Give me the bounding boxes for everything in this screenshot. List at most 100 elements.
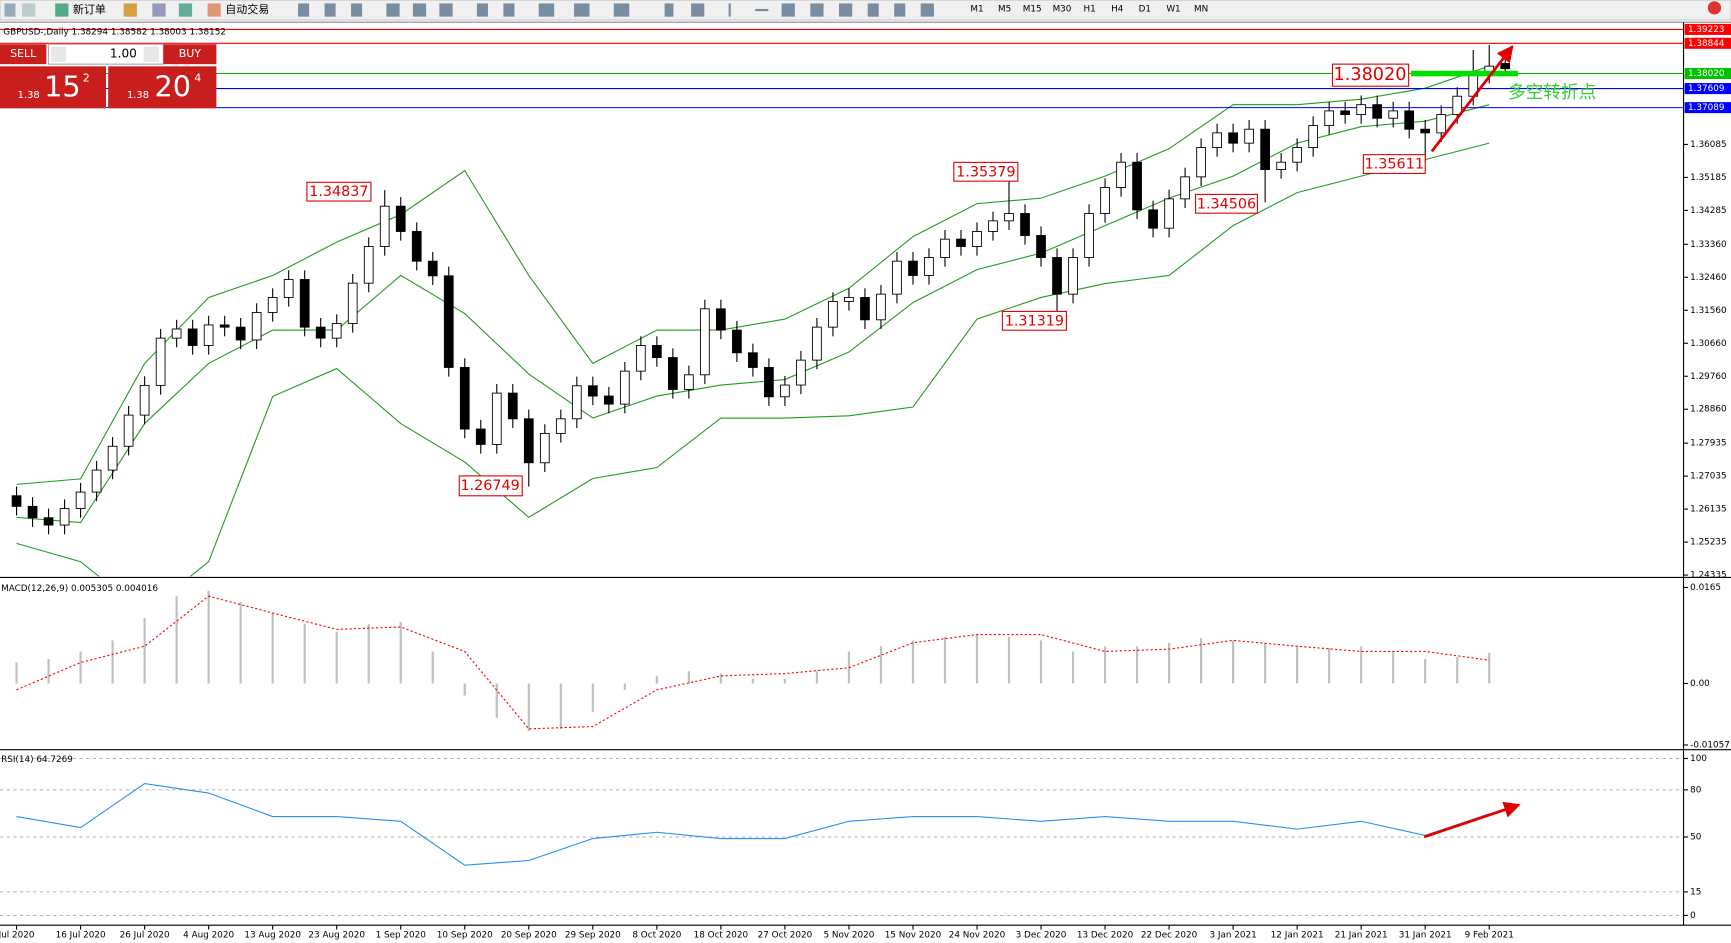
timeframe-button[interactable]: M5 [998, 4, 1011, 14]
level-tag [1684, 83, 1731, 95]
candle-body [1164, 198, 1174, 229]
toolbar-icon[interactable] [664, 3, 674, 17]
toolbar-icon[interactable] [439, 3, 453, 17]
toolbar-icon[interactable] [691, 3, 705, 17]
candle-body [75, 491, 86, 510]
trend-arrow [1423, 801, 1521, 839]
x-tick-label: 15 Nov 2020 [885, 931, 942, 941]
toolbar-icon[interactable] [574, 3, 590, 17]
toolbar-icon[interactable] [867, 3, 879, 17]
candle-body [395, 205, 406, 232]
candle-body [828, 301, 838, 328]
toolbar-icon[interactable] [920, 3, 934, 17]
candle-body [363, 246, 374, 284]
candle-body [860, 297, 870, 321]
toolbar-icon[interactable] [298, 3, 310, 17]
timeframe-button[interactable]: M30 [1053, 4, 1072, 14]
toolbar-icon[interactable] [810, 3, 824, 17]
rsi-panel [0, 758, 1684, 916]
candle-body [155, 337, 166, 386]
toolbar-icon[interactable] [386, 3, 400, 17]
annotation: 1.35379 [956, 164, 1015, 180]
candle-body [972, 231, 982, 247]
timeframe-button[interactable]: M15 [1023, 4, 1042, 14]
toolbar-icon[interactable] [728, 3, 731, 17]
candle-body [27, 505, 38, 519]
candle-body [732, 329, 742, 354]
toolbar-icon[interactable] [152, 3, 166, 17]
bollinger-upper [16, 65, 1490, 485]
toolbar-icon[interactable] [894, 3, 906, 17]
timeframe-button[interactable]: M1 [970, 4, 983, 14]
candle-body [1244, 128, 1254, 144]
sell-label[interactable]: SELL [10, 47, 37, 60]
x-tick-label: Jul 2020 [0, 931, 35, 941]
y-tick-label: 1.27935 [1690, 439, 1727, 449]
toolbar-icon[interactable] [123, 3, 137, 17]
timeframe-button[interactable]: D1 [1139, 4, 1151, 14]
sell-price-box[interactable] [0, 66, 106, 109]
toolbar-icon[interactable] [476, 3, 488, 17]
candle-body [1292, 147, 1303, 163]
timeframe-button[interactable]: H1 [1083, 4, 1095, 14]
candle-body [1308, 125, 1319, 148]
sell-button[interactable] [0, 44, 47, 65]
candle-body [1228, 132, 1238, 144]
macd-signal [16, 595, 1490, 730]
lots-down[interactable] [50, 46, 67, 62]
candle-body [187, 328, 198, 346]
toolbar-icon[interactable] [412, 3, 427, 17]
toolbar-icon[interactable] [207, 3, 221, 17]
price-small: 2 [83, 71, 90, 84]
toolbar-icon[interactable] [4, 3, 16, 17]
candle-body [1036, 235, 1046, 258]
toolbar-icon[interactable] [755, 8, 769, 12]
buy-price-box[interactable] [108, 66, 217, 109]
x-tick-label: 20 Sep 2020 [501, 931, 557, 941]
toolbar-icon[interactable] [178, 3, 193, 17]
candle-body [651, 345, 662, 359]
candle-body [1148, 209, 1158, 229]
candle-body [1372, 104, 1383, 119]
timeframe-button[interactable]: W1 [1166, 4, 1180, 14]
lots-value[interactable]: 1.00 [110, 47, 137, 61]
x-tick-label: 8 Oct 2020 [632, 931, 681, 941]
toolbar-icon[interactable] [55, 3, 69, 17]
buy-button[interactable] [163, 44, 217, 65]
toolbar-icon[interactable] [839, 3, 853, 17]
y-tick-label: 0.0165 [1690, 583, 1721, 593]
timeframe-button[interactable]: H4 [1111, 4, 1124, 14]
axes: 1.36085 1.35185 1.34285 1.33360 1.32460 1.315… [0, 23, 1731, 941]
timeframe-button[interactable]: MN [1194, 4, 1208, 14]
price-big: 15 [44, 69, 81, 103]
toolbar-button[interactable]: 新订单 [73, 2, 106, 16]
buy-label[interactable]: BUY [179, 47, 202, 60]
candle-body [988, 220, 998, 232]
level-label: 1.38844 [1688, 39, 1725, 49]
toolbar-icon[interactable] [324, 3, 336, 17]
toolbar-icon[interactable] [781, 3, 795, 17]
toolbar-icon[interactable] [22, 3, 36, 17]
annotation-box [1362, 154, 1426, 174]
y-tick-label: 1.29760 [1690, 372, 1727, 382]
x-tick-label: 10 Sep 2020 [437, 931, 493, 941]
toolbar-icon[interactable] [351, 3, 363, 17]
candle-body [1084, 213, 1094, 258]
y-tick-label: 1.25235 [1690, 538, 1727, 548]
alert-icon[interactable] [1707, 1, 1722, 15]
toolbar-icon[interactable] [613, 3, 630, 17]
candle-body [491, 392, 502, 445]
y-tick-label: 100 [1690, 754, 1707, 764]
annotation-box [306, 181, 372, 202]
y-tick-label: 1.27035 [1690, 472, 1727, 482]
toolbar-button[interactable]: 自动交易 [225, 2, 269, 16]
x-tick-label: 9 Feb 2021 [1465, 931, 1514, 941]
candle-body [1068, 257, 1078, 295]
candle-body [219, 324, 230, 328]
toolbar-icon[interactable] [538, 3, 555, 17]
lots-up[interactable] [143, 46, 159, 62]
annotation: 1.34506 [1197, 196, 1256, 212]
toolbar-icon[interactable] [503, 3, 515, 17]
